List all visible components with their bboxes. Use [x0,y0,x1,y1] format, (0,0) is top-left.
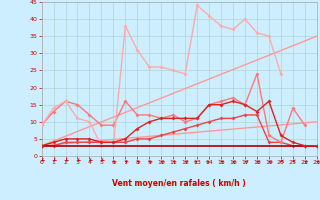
X-axis label: Vent moyen/en rafales ( km/h ): Vent moyen/en rafales ( km/h ) [112,179,246,188]
